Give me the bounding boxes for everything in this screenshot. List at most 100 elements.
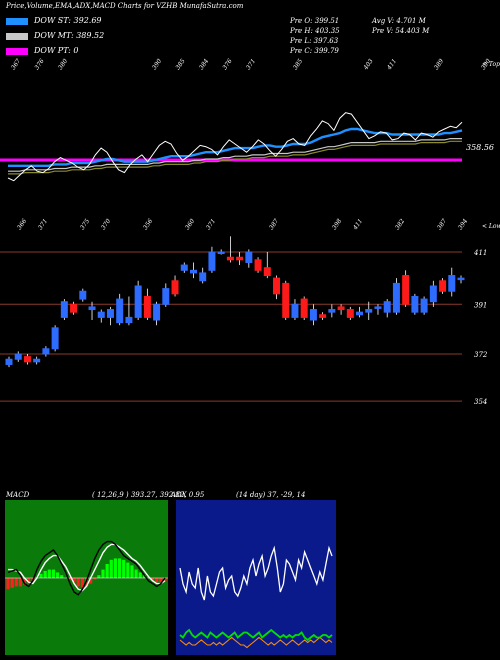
candle-body <box>143 295 151 318</box>
candle-body <box>199 272 207 282</box>
candle-body <box>254 259 262 271</box>
bottom-tick-label: 356 <box>142 218 154 232</box>
bottom-tick-label: 411 <box>351 218 364 232</box>
legend-dow-pt: DOW PT: 0 <box>6 46 79 55</box>
info-prev-open: Pre O: 399.51 <box>290 17 340 25</box>
candle-body <box>457 277 465 281</box>
bottom-tick-label: 387 <box>436 218 448 232</box>
top-tick-label: 371 <box>245 58 257 71</box>
ema-mid-line <box>8 138 462 172</box>
top-tick-label: 411 <box>385 58 398 72</box>
macd-histogram-bar <box>60 575 64 578</box>
candle-body <box>365 309 373 313</box>
price-line <box>7 112 463 182</box>
macd-histogram-bar <box>134 569 138 578</box>
candle-body <box>180 264 188 271</box>
macd-histogram-bar <box>39 573 43 578</box>
top-tick-label: 367 <box>10 58 22 72</box>
adx-orange-line <box>179 636 333 649</box>
candle-body <box>319 314 327 318</box>
macd-histogram-bar <box>22 578 27 585</box>
bottom-tick-label: 371 <box>37 218 49 231</box>
candle-body <box>282 282 290 318</box>
adx-green-line <box>179 628 333 642</box>
candle-body <box>106 309 114 318</box>
candle-body <box>125 316 133 324</box>
candle-body <box>273 277 281 295</box>
legend-label: DOW PT: 0 <box>34 46 79 55</box>
bottom-tick-label: 360 <box>184 218 196 232</box>
candle-body <box>448 275 456 292</box>
macd-histogram-bar <box>97 575 101 578</box>
candle-body <box>402 275 410 305</box>
bottom-tick-label: 382 <box>394 218 406 232</box>
candle-body <box>88 306 96 311</box>
top-tick-label: 403 <box>362 58 375 72</box>
top-tick-label: 390 <box>151 58 163 72</box>
macd-histogram-bar <box>155 578 159 583</box>
legend-label: DOW ST: 392.69 <box>34 16 102 25</box>
macd-histogram-bar <box>6 578 10 590</box>
info-prev-volume: Pre V: 54.403 M <box>372 27 430 35</box>
candle-body <box>14 353 22 360</box>
top-tick-label: 385 <box>292 58 304 72</box>
candle-body <box>226 256 234 261</box>
macd-histogram-bar <box>51 569 56 578</box>
macd-histogram-bar <box>89 578 93 584</box>
candle-body <box>51 327 59 350</box>
macd-histogram-bar <box>117 558 122 578</box>
macd-histogram-bar <box>130 565 134 578</box>
candle-body <box>97 311 105 318</box>
bottom-tick-label: 394 <box>457 218 469 232</box>
info-prev-close: Pre C: 399.79 <box>290 47 339 55</box>
candle-body <box>374 306 382 309</box>
candle-body <box>189 269 197 274</box>
info-prev-low: Pre L: 397.63 <box>290 37 339 45</box>
legend-swatch-icon <box>6 47 28 55</box>
candlestick-panel: 411 391 372 354 <box>0 236 488 406</box>
adx-label: ADX <box>170 491 188 499</box>
bottom-tick-label: 398 <box>331 218 343 232</box>
top-tick-label: 376 <box>221 58 233 72</box>
macd-params: ( 12,26,9 ) 393.27, 392.82, 0.95 <box>92 491 205 499</box>
top-tick-label: 389 <box>433 58 445 72</box>
candle-body <box>420 298 428 313</box>
macd-histogram-bar <box>109 559 113 578</box>
candle-body <box>217 251 225 254</box>
y-tick-label: 411 <box>473 249 487 257</box>
tops-label: < Tops <box>482 61 500 68</box>
macd-histogram-bar <box>151 578 155 581</box>
candle-body <box>79 290 87 300</box>
macd-histogram-bar <box>93 578 97 580</box>
candle-body <box>328 309 336 313</box>
macd-histogram-bar <box>47 569 51 578</box>
adx-white-line <box>179 545 333 601</box>
candle-body <box>23 356 31 363</box>
top-tick-label: 380 <box>57 58 69 72</box>
macd-panel: MACD ( 12,26,9 ) 393.27, 392.82, 0.95 <box>5 491 205 655</box>
macd-histogram-bar <box>126 562 130 578</box>
macd-histogram-bar <box>76 578 80 587</box>
lows-label: < Lows <box>482 223 500 230</box>
top-tick-label: 385 <box>174 58 186 72</box>
adx-params: (14 day) 37, -29, 14 <box>236 491 305 499</box>
macd-histogram-bar <box>105 564 109 578</box>
macd-histogram-bar <box>10 578 14 588</box>
legend-dow-st: DOW ST: 392.69 <box>6 16 102 25</box>
candle-body <box>356 311 364 316</box>
candle-body <box>208 251 216 271</box>
candle-body <box>291 303 299 318</box>
candle-body <box>411 295 419 313</box>
candle-body <box>429 285 437 303</box>
macd-histogram-bar <box>68 578 72 580</box>
macd-histogram-bar <box>113 558 118 578</box>
adx-panel: ADX (14 day) 37, -29, 14 <box>170 491 336 655</box>
bottom-tick-label: 371 <box>205 218 217 231</box>
ema-panel: 367 376 380 390 385 384 376 371 385 403 411 389 390<… <box>0 58 500 232</box>
price-label: 358.56 <box>466 143 494 152</box>
chart-title: Price,Volume,EMA,ADX,MACD Charts for VZH… <box>6 2 244 10</box>
macd-histogram-bar <box>55 572 60 578</box>
macd-histogram-bar <box>72 578 76 583</box>
candle-body <box>5 358 13 365</box>
candle-body <box>134 285 142 318</box>
